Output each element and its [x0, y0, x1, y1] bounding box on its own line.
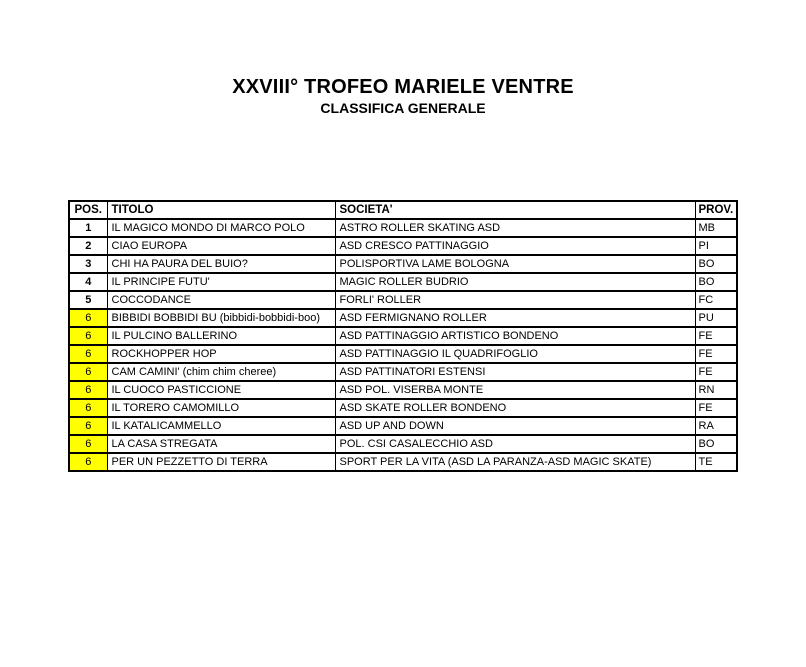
prov-cell: PU — [694, 308, 738, 328]
table-row: 6 CAM CAMINI' (chim chim cheree) ASD PATTI… — [68, 362, 738, 382]
pos-cell: 6 — [68, 362, 108, 382]
titolo-cell: ROCKHOPPER HOP — [106, 344, 336, 364]
page-title: XXVIII° TROFEO MARIELE VENTRE — [232, 76, 574, 98]
titolo-cell: IL CUOCO PASTICCIONE — [106, 380, 336, 400]
prov-cell: PI — [694, 236, 738, 256]
societa-cell: POLISPORTIVA LAME BOLOGNA — [334, 254, 696, 274]
prov-cell: RN — [694, 380, 738, 400]
prov-cell: TE — [694, 452, 738, 472]
pos-cell: 2 — [68, 236, 108, 256]
col-header-pos: POS. — [68, 200, 108, 220]
titolo-cell: IL TORERO CAMOMILLO — [106, 398, 336, 418]
societa-cell: ASTRO ROLLER SKATING ASD — [334, 218, 696, 238]
pos-cell: 3 — [68, 254, 108, 274]
table-row: 3 CHI HA PAURA DEL BUIO? POLISPORTIVA LAME… — [68, 254, 738, 274]
titolo-cell: CIAO EUROPA — [106, 236, 336, 256]
societa-cell: POL. CSI CASALECCHIO ASD — [334, 434, 696, 454]
societa-cell: ASD UP AND DOWN — [334, 416, 696, 436]
table-row: 2 CIAO EUROPA ASD CRESCO PATTINAGGIO PI — [68, 236, 738, 256]
table-row: 5 COCCODANCE FORLI' ROLLER FC — [68, 290, 738, 310]
table-row: 4 IL PRINCIPE FUTU' MAGIC ROLLER BUDRIO BO — [68, 272, 738, 292]
table-row: 6 BIBBIDI BOBBIDI BU (bibbidi-bobbidi-boo… — [68, 308, 738, 328]
pos-cell: 6 — [68, 308, 108, 328]
table-row: 6 LA CASA STREGATA POL. CSI CASALECCHIO AS… — [68, 434, 738, 454]
table-header-row: POS. TITOLO SOCIETA' PROV. — [68, 200, 738, 220]
prov-cell: FE — [694, 344, 738, 364]
table-row: 6 IL PULCINO BALLERINO ASD PATTINAGGIO ART… — [68, 326, 738, 346]
pos-cell: 5 — [68, 290, 108, 310]
table-row: 6 IL TORERO CAMOMILLO ASD SKATE ROLLER BON… — [68, 398, 738, 418]
prov-cell: FC — [694, 290, 738, 310]
pos-cell: 6 — [68, 326, 108, 346]
societa-cell: ASD PATTINATORI ESTENSI — [334, 362, 696, 382]
societa-cell: MAGIC ROLLER BUDRIO — [334, 272, 696, 292]
titolo-cell: LA CASA STREGATA — [106, 434, 336, 454]
titolo-cell: PER UN PEZZETTO DI TERRA — [106, 452, 336, 472]
titolo-cell: CAM CAMINI' (chim chim cheree) — [106, 362, 336, 382]
table-row: 6 ROCKHOPPER HOP ASD PATTINAGGIO IL QUADRI… — [68, 344, 738, 364]
prov-cell: FE — [694, 398, 738, 418]
table-row: 1 IL MAGICO MONDO DI MARCO POLO ASTRO ROLL… — [68, 218, 738, 238]
prov-cell: BO — [694, 254, 738, 274]
societa-cell: ASD CRESCO PATTINAGGIO — [334, 236, 696, 256]
titolo-cell: BIBBIDI BOBBIDI BU (bibbidi-bobbidi-boo) — [106, 308, 336, 328]
prov-cell: RA — [694, 416, 738, 436]
titolo-cell: COCCODANCE — [106, 290, 336, 310]
societa-cell: ASD PATTINAGGIO IL QUADRIFOGLIO — [334, 344, 696, 364]
prov-cell: MB — [694, 218, 738, 238]
societa-cell: ASD PATTINAGGIO ARTISTICO BONDENO — [334, 326, 696, 346]
titolo-cell: IL KATALICAMMELLO — [106, 416, 336, 436]
pos-cell: 6 — [68, 344, 108, 364]
pos-cell: 6 — [68, 416, 108, 436]
prov-cell: BO — [694, 272, 738, 292]
pos-cell: 4 — [68, 272, 108, 292]
societa-cell: ASD FERMIGNANO ROLLER — [334, 308, 696, 328]
pos-cell: 6 — [68, 398, 108, 418]
pos-cell: 6 — [68, 434, 108, 454]
classifica-generale-table: POS. TITOLO SOCIETA' PROV. 1 IL MAGICO MO… — [68, 200, 738, 472]
pos-cell: 6 — [68, 452, 108, 472]
titolo-cell: IL MAGICO MONDO DI MARCO POLO — [106, 218, 336, 238]
societa-cell: SPORT PER LA VITA (ASD LA PARANZA-ASD MA… — [334, 452, 696, 472]
table-row: 6 IL CUOCO PASTICCIONE ASD POL. VISERBA MO… — [68, 380, 738, 400]
pos-cell: 1 — [68, 218, 108, 238]
titolo-cell: IL PULCINO BALLERINO — [106, 326, 336, 346]
col-header-societa: SOCIETA' — [334, 200, 696, 220]
pos-cell: 6 — [68, 380, 108, 400]
societa-cell: ASD POL. VISERBA MONTE — [334, 380, 696, 400]
societa-cell: FORLI' ROLLER — [334, 290, 696, 310]
prov-cell: BO — [694, 434, 738, 454]
col-header-prov: PROV. — [694, 200, 738, 220]
societa-cell: ASD SKATE ROLLER BONDENO — [334, 398, 696, 418]
titolo-cell: IL PRINCIPE FUTU' — [106, 272, 336, 292]
page-subtitle: CLASSIFICA GENERALE — [320, 100, 486, 116]
col-header-titolo: TITOLO — [106, 200, 336, 220]
table-row: 6 PER UN PEZZETTO DI TERRA SPORT PER LA VI… — [68, 452, 738, 472]
table-row: 6 IL KATALICAMMELLO ASD UP AND DOWN RA — [68, 416, 738, 436]
titolo-cell: CHI HA PAURA DEL BUIO? — [106, 254, 336, 274]
prov-cell: FE — [694, 326, 738, 346]
prov-cell: FE — [694, 362, 738, 382]
